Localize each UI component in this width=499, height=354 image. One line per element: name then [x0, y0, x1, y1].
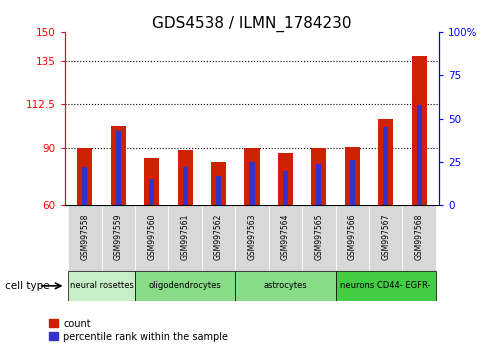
FancyBboxPatch shape — [68, 205, 102, 271]
FancyBboxPatch shape — [135, 205, 169, 271]
Bar — [250, 162, 254, 205]
Bar — [417, 105, 422, 205]
Bar — [412, 56, 427, 205]
Bar — [383, 127, 388, 205]
FancyBboxPatch shape — [402, 205, 436, 271]
FancyBboxPatch shape — [68, 271, 135, 301]
Text: GSM997560: GSM997560 — [147, 213, 156, 260]
Bar — [149, 179, 154, 205]
Bar — [82, 167, 87, 205]
FancyBboxPatch shape — [302, 205, 335, 271]
Text: GSM997567: GSM997567 — [381, 213, 390, 260]
Bar — [211, 162, 226, 205]
Bar — [183, 167, 188, 205]
FancyBboxPatch shape — [135, 271, 236, 301]
Bar — [144, 158, 159, 205]
Bar — [345, 147, 360, 205]
Bar — [316, 164, 321, 205]
Bar — [350, 160, 355, 205]
Text: GSM997559: GSM997559 — [114, 213, 123, 260]
Bar — [178, 150, 193, 205]
FancyBboxPatch shape — [169, 205, 202, 271]
Title: GDS4538 / ILMN_1784230: GDS4538 / ILMN_1784230 — [152, 16, 352, 32]
Legend: count, percentile rank within the sample: count, percentile rank within the sample — [45, 315, 232, 346]
Text: astrocytes: astrocytes — [263, 281, 307, 290]
Text: GSM997565: GSM997565 — [314, 213, 323, 260]
Text: GSM997566: GSM997566 — [348, 213, 357, 260]
FancyBboxPatch shape — [335, 205, 369, 271]
FancyBboxPatch shape — [268, 205, 302, 271]
Bar — [111, 126, 126, 205]
Text: cell type: cell type — [5, 281, 49, 291]
Bar — [245, 148, 259, 205]
FancyBboxPatch shape — [236, 205, 268, 271]
FancyBboxPatch shape — [202, 205, 236, 271]
Bar — [77, 148, 92, 205]
Text: neurons CD44- EGFR-: neurons CD44- EGFR- — [340, 281, 431, 290]
Bar — [278, 153, 293, 205]
Bar — [116, 131, 121, 205]
FancyBboxPatch shape — [335, 271, 436, 301]
FancyBboxPatch shape — [236, 271, 335, 301]
Text: GSM997563: GSM997563 — [248, 213, 256, 260]
Bar — [378, 119, 393, 205]
FancyBboxPatch shape — [369, 205, 402, 271]
Text: GSM997564: GSM997564 — [281, 213, 290, 260]
FancyBboxPatch shape — [102, 205, 135, 271]
Bar — [216, 176, 221, 205]
Bar — [283, 171, 288, 205]
Text: GSM997561: GSM997561 — [181, 213, 190, 259]
Bar — [311, 148, 326, 205]
Text: GSM997558: GSM997558 — [80, 213, 89, 259]
Text: neural rosettes: neural rosettes — [70, 281, 134, 290]
Text: oligodendrocytes: oligodendrocytes — [149, 281, 222, 290]
Text: GSM997562: GSM997562 — [214, 213, 223, 259]
Text: GSM997568: GSM997568 — [415, 213, 424, 259]
